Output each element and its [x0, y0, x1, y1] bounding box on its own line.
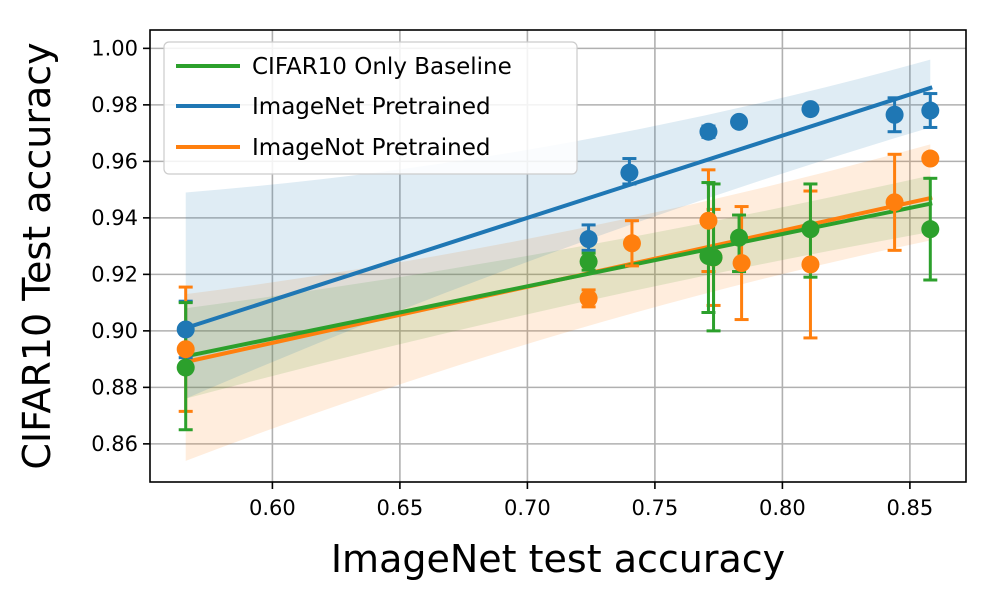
- y-tick-label: 0.88: [91, 375, 138, 399]
- data-point-cifar10-only-baseline: [801, 220, 820, 239]
- data-point-imagenot-pretrained: [579, 289, 598, 308]
- x-tick-label: 0.70: [504, 496, 551, 520]
- data-point-imagenot-pretrained: [921, 149, 940, 168]
- data-point-cifar10-only-baseline: [579, 252, 598, 271]
- data-point-imagenot-pretrained: [622, 234, 641, 253]
- y-tick-label: 0.96: [91, 149, 138, 173]
- x-tick-label: 0.75: [632, 496, 679, 520]
- legend-label-cifar10-baseline: CIFAR10 Only Baseline: [252, 54, 512, 80]
- data-point-imagenot-pretrained: [885, 193, 904, 212]
- x-tick-label: 0.60: [249, 496, 296, 520]
- confidence-band-imagenet-pretrained: [185, 59, 931, 399]
- y-tick-label: 0.90: [91, 319, 138, 343]
- axis-ticks: 0.60 0.65 0.70 0.75 0.80 0.85 0.86 0.88 0.90 0.92…: [91, 36, 933, 520]
- fit-line-imagenet-pretrained: [183, 85, 933, 331]
- data-points: [176, 100, 940, 377]
- x-tick-label: 0.65: [377, 496, 424, 520]
- y-tick-label: 0.94: [91, 206, 138, 230]
- data-point-imagenet-pretrained: [801, 100, 820, 119]
- data-point-imagenet-pretrained: [620, 163, 639, 182]
- data-point-cifar10-only-baseline: [730, 228, 749, 247]
- y-tick-label: 0.86: [91, 432, 138, 456]
- data-point-imagenet-pretrained: [730, 112, 749, 131]
- y-tick-label: 0.98: [91, 93, 138, 117]
- legend-box: [163, 41, 578, 175]
- x-tick-label: 0.85: [887, 496, 934, 520]
- legend-label-imagenot-pretrained: ImageNot Pretrained: [252, 135, 491, 161]
- data-point-cifar10-only-baseline: [704, 248, 723, 267]
- data-point-imagenet-pretrained: [921, 101, 940, 120]
- y-axis-label: CIFAR10 Test accuracy: [15, 42, 59, 469]
- data-point-imagenet-pretrained: [176, 320, 195, 339]
- confidence-band-imagenot-pretrained: [185, 144, 931, 461]
- data-point-imagenot-pretrained: [732, 254, 751, 273]
- data-point-imagenet-pretrained: [579, 230, 598, 249]
- data-point-imagenot-pretrained: [801, 255, 820, 274]
- data-point-imagenot-pretrained: [176, 340, 195, 359]
- data-point-imagenot-pretrained: [699, 211, 718, 230]
- legend: CIFAR10 Only Baseline ImageNet Pretraine…: [163, 41, 578, 175]
- data-point-cifar10-only-baseline: [176, 358, 195, 377]
- plot-frame: [149, 29, 967, 483]
- y-tick-label: 0.92: [91, 262, 138, 286]
- data-point-imagenet-pretrained: [885, 105, 904, 124]
- x-tick-label: 0.80: [759, 496, 806, 520]
- data-point-cifar10-only-baseline: [921, 220, 940, 239]
- y-tick-label: 1.00: [91, 36, 138, 60]
- legend-label-imagenet-pretrained: ImageNet Pretrained: [252, 94, 491, 120]
- x-axis-label: ImageNet test accuracy: [331, 537, 785, 581]
- data-point-imagenet-pretrained: [699, 122, 718, 141]
